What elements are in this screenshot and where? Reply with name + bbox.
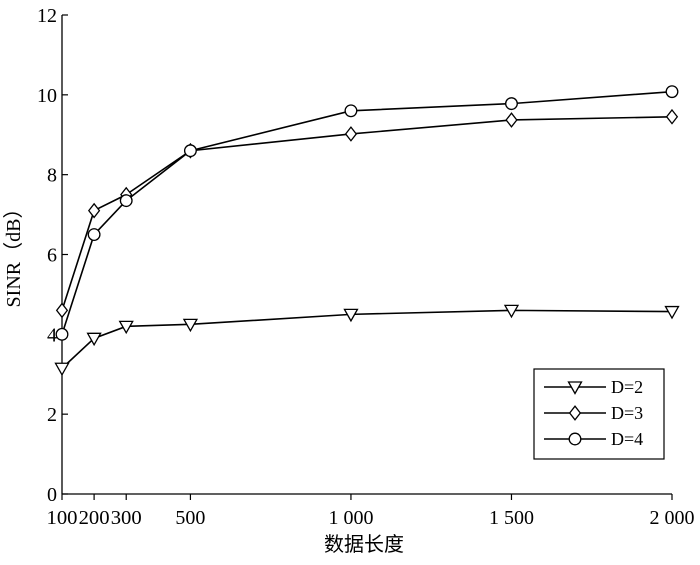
legend-marker <box>567 381 583 395</box>
data-point <box>54 362 70 377</box>
data-point <box>343 308 359 323</box>
data-point <box>505 97 518 111</box>
data-point <box>664 305 680 320</box>
y-tick-label: 4 <box>47 324 57 346</box>
data-point <box>55 327 69 341</box>
y-tick-label: 8 <box>47 165 57 187</box>
legend-marker <box>568 432 582 446</box>
y-axis-title: SINR（dB） <box>2 199 25 308</box>
data-point <box>182 318 199 333</box>
data-point <box>86 332 102 347</box>
axes: 0 2 4 6 8 10 12 100 200 300 500 1 000 1 500 2 000 <box>37 5 695 529</box>
y-tick-label: 0 <box>47 484 57 506</box>
data-point <box>55 302 69 319</box>
x-tick-label: 500 <box>175 507 205 529</box>
series-line <box>61 90 673 335</box>
series-2 <box>55 108 679 319</box>
legend-label: D=2 <box>611 377 643 397</box>
x-tick-label: 300 <box>111 507 142 529</box>
legend-item: D=3 <box>544 403 643 423</box>
legend-item: D=4 <box>544 429 643 449</box>
y-tick-label: 12 <box>37 5 57 27</box>
series-layer <box>54 85 680 377</box>
data-point <box>665 108 679 125</box>
data-point <box>87 202 101 219</box>
series-3 <box>55 85 679 341</box>
data-point <box>505 112 518 128</box>
y-tick-label: 2 <box>47 404 57 426</box>
data-point <box>87 228 101 241</box>
legend-box <box>533 368 665 460</box>
data-point <box>183 144 197 158</box>
y-tick-label: 10 <box>37 85 57 107</box>
x-tick-label: 1 000 <box>328 507 373 529</box>
x-tick-label: 2 000 <box>650 507 695 529</box>
legend-label: D=4 <box>611 429 643 449</box>
data-point <box>119 194 133 208</box>
series-1 <box>54 304 680 377</box>
y-tick-label: 6 <box>47 245 57 267</box>
x-axis-title: 数据长度 <box>324 533 404 556</box>
legend: D=2 D=3 D=4 <box>533 368 665 460</box>
data-point <box>344 126 358 142</box>
legend-label: D=3 <box>611 403 643 423</box>
series-line <box>61 115 673 311</box>
data-point <box>665 85 679 99</box>
data-point <box>344 104 358 118</box>
data-point <box>503 304 520 319</box>
legend-item: D=2 <box>544 377 643 397</box>
series-line <box>61 309 673 369</box>
data-point <box>118 320 134 335</box>
x-tick-label: 1 500 <box>489 507 534 529</box>
legend-marker <box>568 405 582 421</box>
x-tick-label: 200 <box>79 507 110 529</box>
x-tick-label: 100 <box>47 507 78 529</box>
